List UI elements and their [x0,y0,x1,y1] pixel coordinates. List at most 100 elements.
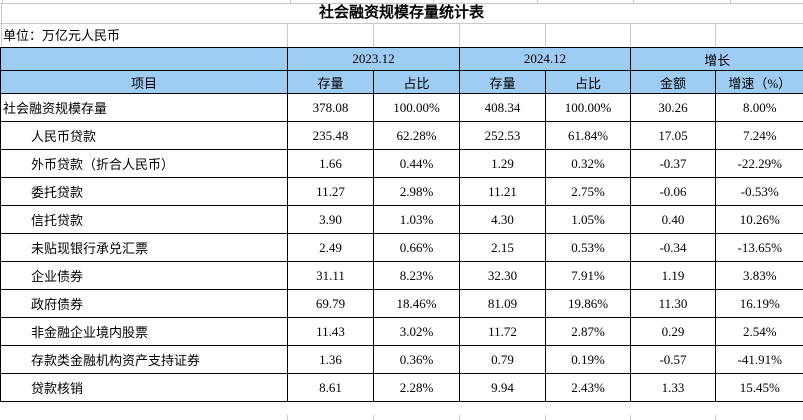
cell-amount[interactable]: 11.30 [630,289,716,318]
cell-stock-2023[interactable]: 31.11 [287,261,374,290]
header-share-2024[interactable]: 占比 [545,70,631,94]
cell-rate[interactable]: 7.24% [714,121,803,150]
partial-row-above [0,0,803,4]
cell-share-2024[interactable]: 1.05% [545,205,631,234]
cell-rate[interactable]: 10.26% [714,205,803,234]
cell-item[interactable]: 非金融企业境内股票 [0,317,288,346]
cell-share-2024[interactable]: 61.84% [545,121,631,150]
cell-stock-2024[interactable]: 32.30 [459,261,546,290]
table-row: 企业债券 31.11 8.23% 32.30 7.91% 1.19 3.83% [0,261,803,290]
cell-amount[interactable]: 1.19 [630,261,716,290]
gridline [2,0,3,3]
cell-share-2023[interactable]: 8.23% [373,261,460,290]
cell-share-2023[interactable]: 0.36% [373,345,460,374]
cell-rate[interactable]: 3.83% [714,261,803,290]
cell-amount[interactable]: -0.34 [630,233,716,262]
cell-item[interactable]: 未贴现银行承兑汇票 [0,233,288,262]
cell-item[interactable]: 人民币贷款 [0,121,288,150]
cell-share-2023[interactable]: 2.98% [373,177,460,206]
cell-rate[interactable]: -41.91% [714,345,803,374]
cell-stock-2023[interactable]: 3.90 [287,205,374,234]
cell-stock-2023[interactable]: 2.49 [287,233,374,262]
cell-amount[interactable]: -0.57 [630,345,716,374]
cell-share-2024[interactable]: 0.19% [545,345,631,374]
cell-share-2024[interactable]: 2.75% [545,177,631,206]
cell-share-2024[interactable]: 0.53% [545,233,631,262]
cell-stock-2023[interactable]: 1.36 [287,345,374,374]
cell-item[interactable]: 社会融资规模存量 [0,93,288,122]
cell-rate[interactable]: -0.53% [714,177,803,206]
cell-stock-2024[interactable]: 2.15 [459,233,546,262]
cell-share-2024[interactable]: 7.91% [545,261,631,290]
cell-item[interactable]: 外币贷款（折合人民币） [0,149,288,178]
gridline [630,24,631,47]
cell-rate[interactable]: 16.19% [714,289,803,318]
cell-share-2023[interactable]: 62.28% [373,121,460,150]
unit-note-cell[interactable]: 单位：万亿元人民币 [0,24,803,47]
cell-amount[interactable]: 30.26 [630,93,716,122]
cell-stock-2023[interactable]: 8.61 [287,373,374,402]
header-share-2023[interactable]: 占比 [373,70,460,94]
cell-share-2023[interactable]: 0.66% [373,233,460,262]
header-corner-cell[interactable] [0,47,288,71]
cell-stock-2024[interactable]: 81.09 [459,289,546,318]
cell-stock-2024[interactable]: 11.72 [459,317,546,346]
header-stock-2024[interactable]: 存量 [459,70,546,94]
cell-share-2024[interactable]: 2.43% [545,373,631,402]
cell-item[interactable]: 信托贷款 [0,205,288,234]
cell-share-2024[interactable]: 0.32% [545,149,631,178]
cell-amount[interactable]: -0.37 [630,149,716,178]
cell-stock-2023[interactable]: 11.43 [287,317,374,346]
cell-stock-2024[interactable]: 0.79 [459,345,546,374]
gridline [459,24,460,47]
cell-stock-2024[interactable]: 252.53 [459,121,546,150]
cell-stock-2023[interactable]: 11.27 [287,177,374,206]
header-group-growth[interactable]: 增长 [629,47,803,71]
cell-rate[interactable]: -13.65% [714,233,803,262]
table-row: 非金融企业境内股票 11.43 3.02% 11.72 2.87% 0.29 2… [0,317,803,346]
header-amount[interactable]: 金额 [630,70,716,94]
header-item[interactable]: 项目 [0,70,288,94]
cell-stock-2023[interactable]: 69.79 [287,289,374,318]
cell-stock-2023[interactable]: 378.08 [287,93,374,122]
header-group-row: 2023.12 2024.12 增长 [0,47,803,71]
cell-stock-2023[interactable]: 1.66 [287,149,374,178]
cell-stock-2024[interactable]: 4.30 [459,205,546,234]
cell-share-2023[interactable]: 3.02% [373,317,460,346]
cell-item[interactable]: 委托贷款 [0,177,288,206]
header-group-2023[interactable]: 2023.12 [287,47,460,71]
cell-item[interactable]: 贷款核销 [0,373,288,402]
cell-amount[interactable]: 0.40 [630,205,716,234]
cell-item[interactable]: 存款类金融机构资产支持证券 [0,345,288,374]
table-title[interactable]: 社会融资规模存量统计表 [0,4,803,24]
cell-item[interactable]: 企业债券 [0,261,288,290]
cell-amount[interactable]: 0.29 [630,317,716,346]
cell-amount[interactable]: 1.33 [630,373,716,402]
cell-amount[interactable]: -0.06 [630,177,716,206]
cell-stock-2023[interactable]: 235.48 [287,121,374,150]
cell-rate[interactable]: 2.54% [714,317,803,346]
cell-share-2023[interactable]: 18.46% [373,289,460,318]
cell-share-2023[interactable]: 0.44% [373,149,460,178]
statistics-table: 2023.12 2024.12 增长 项目 存量 占比 存量 占比 金额 增速（… [0,47,803,402]
cell-share-2024[interactable]: 19.86% [545,289,631,318]
header-group-2024[interactable]: 2024.12 [459,47,631,71]
cell-rate[interactable]: 15.45% [714,373,803,402]
header-rate[interactable]: 增速（%） [714,70,803,94]
cell-amount[interactable]: 17.05 [630,121,716,150]
cell-stock-2024[interactable]: 408.34 [459,93,546,122]
cell-item[interactable]: 政府债券 [0,289,288,318]
cell-stock-2024[interactable]: 11.21 [459,177,546,206]
cell-rate[interactable]: 8.00% [714,93,803,122]
gridline [290,0,291,3]
cell-stock-2024[interactable]: 1.29 [459,149,546,178]
cell-share-2024[interactable]: 2.87% [545,317,631,346]
cell-stock-2024[interactable]: 9.94 [459,373,546,402]
cell-share-2023[interactable]: 100.00% [373,93,460,122]
cell-share-2023[interactable]: 1.03% [373,205,460,234]
cell-rate[interactable]: -22.29% [714,149,803,178]
gridline [545,24,546,47]
cell-share-2023[interactable]: 2.28% [373,373,460,402]
cell-share-2024[interactable]: 100.00% [545,93,631,122]
header-stock-2023[interactable]: 存量 [287,70,374,94]
